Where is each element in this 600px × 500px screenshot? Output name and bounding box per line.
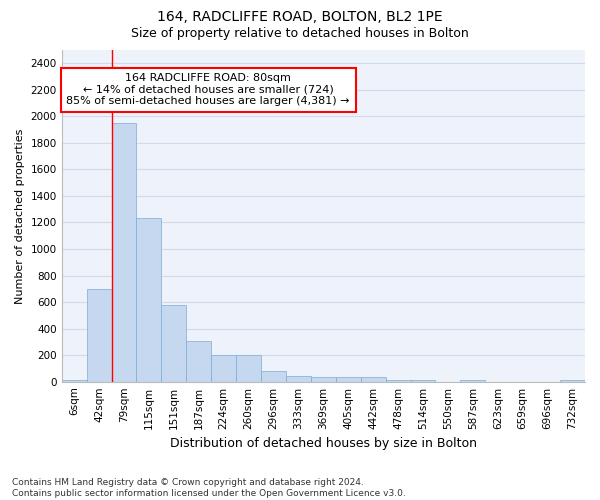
Text: 164 RADCLIFFE ROAD: 80sqm
← 14% of detached houses are smaller (724)
85% of semi: 164 RADCLIFFE ROAD: 80sqm ← 14% of detac… bbox=[67, 73, 350, 106]
Bar bbox=[186, 341, 211, 382]
Bar bbox=[236, 355, 261, 382]
Bar bbox=[311, 376, 336, 382]
Bar bbox=[211, 355, 236, 382]
Bar bbox=[161, 306, 186, 382]
Bar bbox=[62, 380, 86, 382]
Bar bbox=[112, 123, 136, 382]
Bar bbox=[361, 378, 386, 382]
Text: Contains HM Land Registry data © Crown copyright and database right 2024.
Contai: Contains HM Land Registry data © Crown c… bbox=[12, 478, 406, 498]
Text: 164, RADCLIFFE ROAD, BOLTON, BL2 1PE: 164, RADCLIFFE ROAD, BOLTON, BL2 1PE bbox=[157, 10, 443, 24]
X-axis label: Distribution of detached houses by size in Bolton: Distribution of detached houses by size … bbox=[170, 437, 477, 450]
Bar bbox=[86, 289, 112, 382]
Y-axis label: Number of detached properties: Number of detached properties bbox=[15, 128, 25, 304]
Bar bbox=[460, 380, 485, 382]
Bar bbox=[560, 380, 585, 382]
Bar bbox=[386, 380, 410, 382]
Text: Size of property relative to detached houses in Bolton: Size of property relative to detached ho… bbox=[131, 28, 469, 40]
Bar bbox=[410, 380, 436, 382]
Bar bbox=[136, 218, 161, 382]
Bar bbox=[336, 376, 361, 382]
Bar bbox=[286, 376, 311, 382]
Bar bbox=[261, 371, 286, 382]
